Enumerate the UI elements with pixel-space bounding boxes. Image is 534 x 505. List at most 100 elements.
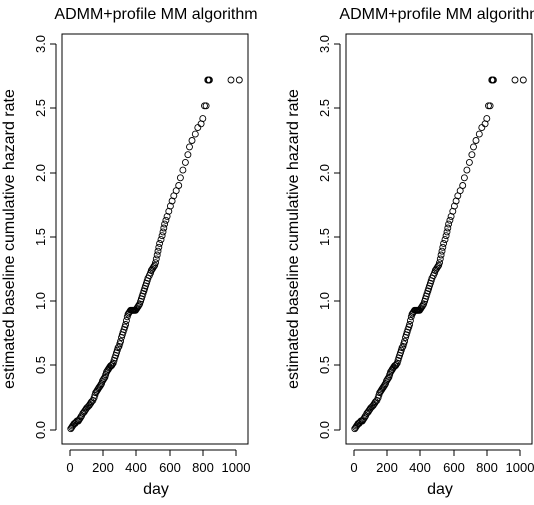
chart-title: ADMM+profile MM algorithm bbox=[339, 6, 534, 23]
data-point bbox=[441, 236, 449, 244]
x-axis: 0 200 400 600 800 1000 day bbox=[350, 449, 534, 498]
data-point bbox=[436, 259, 443, 267]
y-tick-label: 0.5 bbox=[33, 356, 48, 374]
data-point bbox=[154, 247, 162, 255]
data-point bbox=[472, 137, 480, 144]
x-tick-label: 800 bbox=[476, 460, 498, 475]
data-point bbox=[440, 239, 448, 247]
y-tick-label: 2.5 bbox=[317, 99, 332, 117]
data-point bbox=[475, 130, 483, 138]
data-point bbox=[439, 243, 447, 251]
x-tick-label: 400 bbox=[409, 460, 431, 475]
y-tick-label: 2.0 bbox=[33, 164, 48, 182]
data-points bbox=[351, 76, 527, 433]
data-point bbox=[157, 236, 165, 244]
data-point bbox=[117, 337, 125, 345]
data-point bbox=[406, 321, 414, 328]
x-tick-label: 1000 bbox=[222, 460, 251, 475]
data-point bbox=[384, 375, 392, 382]
data-point bbox=[114, 344, 122, 352]
x-axis-label: day bbox=[143, 481, 169, 498]
data-point bbox=[205, 76, 213, 84]
y-tick-label: 1.5 bbox=[33, 228, 48, 246]
data-point bbox=[437, 251, 445, 259]
data-point bbox=[361, 413, 369, 421]
data-point bbox=[434, 263, 442, 271]
data-point bbox=[135, 301, 143, 309]
y-tick-label: 1.0 bbox=[33, 292, 48, 310]
data-point bbox=[227, 76, 235, 84]
y-tick-label: 3.0 bbox=[33, 35, 48, 53]
data-point bbox=[152, 255, 160, 263]
x-tick-label: 0 bbox=[350, 460, 357, 475]
data-point bbox=[486, 102, 494, 110]
x-tick-label: 800 bbox=[192, 460, 214, 475]
y-tick-label: 0.0 bbox=[33, 421, 48, 439]
data-point bbox=[443, 228, 451, 236]
data-point bbox=[161, 220, 169, 228]
data-point bbox=[483, 115, 491, 123]
data-point bbox=[438, 247, 446, 255]
x-tick-label: 600 bbox=[159, 460, 181, 475]
chart-panel-left: ADMM+profile MM algorithm 0 200 400 600 … bbox=[1, 6, 258, 498]
data-point bbox=[419, 301, 427, 309]
data-point bbox=[186, 143, 193, 151]
data-point bbox=[152, 259, 159, 267]
data-point bbox=[191, 130, 199, 138]
data-point bbox=[468, 151, 476, 159]
data-point bbox=[184, 151, 192, 159]
data-point bbox=[77, 413, 85, 421]
data-point bbox=[519, 76, 527, 84]
x-tick-label: 200 bbox=[376, 460, 398, 475]
plot-area-frame bbox=[61, 33, 249, 445]
x-tick-label: 400 bbox=[125, 460, 147, 475]
data-point bbox=[199, 115, 207, 123]
data-point bbox=[465, 158, 473, 166]
y-axis: 0.0 0.5 1.0 1.5 2.0 2.5 3.0 estimated ba… bbox=[1, 35, 57, 439]
x-axis-label: day bbox=[427, 481, 453, 498]
data-point bbox=[446, 216, 454, 224]
y-tick-label: 3.0 bbox=[317, 35, 332, 53]
data-point bbox=[489, 76, 497, 84]
y-tick-label: 0.5 bbox=[317, 356, 332, 374]
chart-panel-right: ADMM+profile MM algorithm 0 200 400 600 … bbox=[285, 6, 534, 498]
data-point bbox=[150, 263, 158, 271]
data-point bbox=[100, 375, 108, 382]
data-point bbox=[460, 174, 468, 182]
data-point bbox=[398, 344, 406, 352]
plot-area-frame bbox=[345, 33, 533, 445]
data-point bbox=[122, 321, 130, 328]
data-point bbox=[176, 174, 184, 182]
x-tick-label: 600 bbox=[443, 460, 465, 475]
data-point bbox=[235, 76, 243, 84]
x-tick-label: 200 bbox=[92, 460, 114, 475]
chart-title: ADMM+profile MM algorithm bbox=[54, 6, 257, 23]
data-point bbox=[436, 255, 444, 263]
data-point bbox=[445, 220, 453, 228]
y-tick-label: 1.0 bbox=[317, 292, 332, 310]
data-point bbox=[511, 76, 519, 84]
data-point bbox=[392, 360, 400, 368]
data-point bbox=[444, 224, 452, 232]
data-points bbox=[67, 76, 243, 433]
y-axis: 0.0 0.5 1.0 1.5 2.0 2.5 3.0 estimated ba… bbox=[285, 35, 341, 439]
data-point bbox=[159, 228, 167, 236]
y-tick-label: 2.5 bbox=[33, 99, 48, 117]
data-point bbox=[158, 232, 166, 240]
y-axis-label: estimated baseline cumulative hazard rat… bbox=[285, 89, 302, 389]
x-axis: 0 200 400 600 800 1000 day bbox=[66, 449, 251, 498]
x-tick-label: 1000 bbox=[506, 460, 534, 475]
data-point bbox=[162, 216, 170, 224]
data-point bbox=[401, 337, 409, 345]
data-point bbox=[181, 158, 189, 166]
y-tick-label: 2.0 bbox=[317, 164, 332, 182]
data-point bbox=[122, 317, 130, 325]
data-point bbox=[463, 166, 471, 174]
data-point bbox=[175, 182, 183, 189]
data-point bbox=[108, 360, 116, 368]
x-tick-label: 0 bbox=[66, 460, 73, 475]
data-point bbox=[406, 317, 414, 325]
